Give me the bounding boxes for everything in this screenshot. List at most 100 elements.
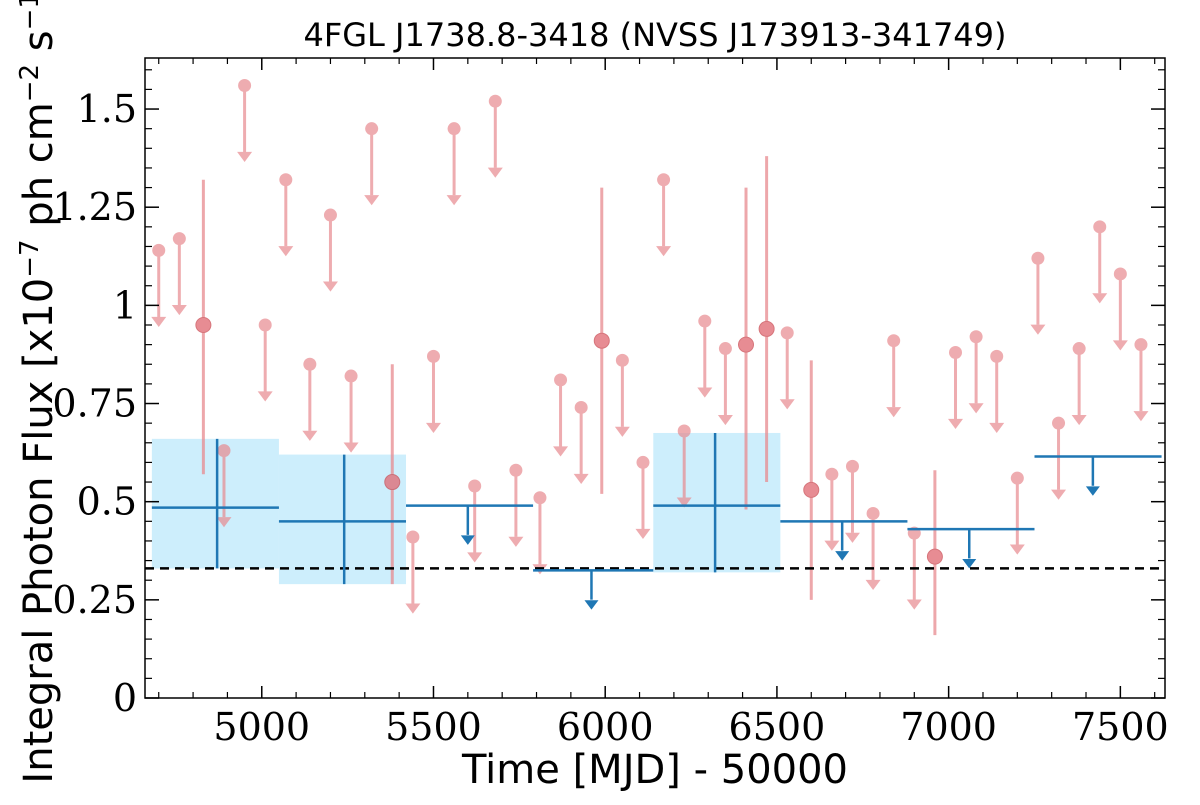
upper-limit-marker (509, 463, 523, 477)
yearly-upper-limit (1034, 455, 1162, 496)
upper-limit-marker (323, 208, 337, 222)
upper-limit-marker (488, 94, 502, 108)
monthly-upper-limit (886, 334, 902, 418)
y-tick-label: 1 (113, 283, 137, 327)
monthly-upper-limit (989, 349, 1005, 433)
plot-area (145, 78, 1165, 636)
upper-limit-marker (949, 345, 963, 359)
monthly-upper-limit (216, 444, 232, 528)
monthly-detection (926, 470, 943, 636)
upper-limit-arrowhead (635, 528, 651, 539)
monthly-upper-limit (656, 173, 672, 257)
upper-limit-arrowhead (405, 603, 421, 614)
upper-limit-marker (698, 314, 712, 328)
y-axis-label-mid1: ph cm (16, 102, 62, 239)
yearly-upper-limit (907, 527, 1035, 569)
yearly-ul-arrowhead (835, 551, 850, 561)
yearly-upper-limit (533, 569, 654, 610)
y-axis-label-main: Integral Photon Flux [x10 (16, 278, 62, 784)
upper-limit-marker (554, 373, 568, 387)
monthly-upper-limit (532, 491, 548, 575)
upper-limit-arrowhead (717, 414, 733, 426)
upper-limit-marker (152, 243, 166, 257)
upper-limit-arrowhead (865, 579, 881, 591)
upper-limit-marker (866, 506, 880, 520)
yearly-upper-limit (406, 504, 534, 545)
upper-limit-arrowhead (278, 246, 294, 257)
monthly-upper-limit (171, 232, 187, 316)
monthly-upper-limit (302, 357, 318, 441)
monthly-upper-limit (717, 342, 733, 426)
monthly-upper-limit (257, 318, 273, 402)
monthly-upper-limit (405, 530, 421, 614)
detection-marker (758, 320, 775, 337)
upper-limit-marker (636, 455, 650, 469)
yearly-ul-arrowhead (584, 600, 599, 610)
upper-limit-arrowhead (508, 536, 524, 547)
upper-limit-marker (615, 353, 629, 367)
upper-limit-arrowhead (1071, 414, 1087, 426)
detection-marker (195, 316, 212, 333)
monthly-upper-limit (676, 424, 692, 508)
yearly-ul-arrowhead (460, 535, 475, 545)
x-tick-label: 5500 (385, 705, 482, 749)
upper-limit-marker (1031, 251, 1045, 265)
upper-limit-marker (238, 78, 252, 92)
detection-marker (384, 474, 401, 491)
y-axis-label-exp2: −2 (15, 64, 45, 102)
y-axis-label: Integral Photon Flux [x10−7 ph cm−2 s−1] (15, 0, 62, 784)
upper-limit-marker (969, 330, 983, 344)
upper-limit-arrowhead (257, 391, 273, 402)
upper-limit-arrowhead (237, 151, 253, 163)
monthly-upper-limit (364, 122, 380, 206)
monthly-upper-limit (1051, 416, 1067, 500)
upper-limit-arrowhead (302, 430, 318, 441)
monthly-upper-limit (968, 330, 984, 414)
upper-limit-marker (990, 349, 1004, 363)
upper-limit-marker (1134, 338, 1148, 352)
upper-limit-arrowhead (487, 167, 503, 178)
upper-limit-marker (887, 334, 901, 348)
upper-limit-arrowhead (779, 399, 795, 410)
upper-limit-arrowhead (824, 540, 840, 551)
monthly-upper-limit (322, 208, 338, 292)
monthly-detection (195, 179, 212, 475)
upper-limit-arrowhead (1112, 340, 1128, 351)
upper-limit-arrowhead (614, 426, 630, 437)
monthly-detection (384, 364, 401, 585)
y-axis-label-exp1: −7 (15, 239, 45, 277)
upper-limit-marker (1113, 267, 1127, 281)
monthly-upper-limit (151, 243, 167, 327)
upper-limit-arrowhead (425, 422, 441, 433)
monthly-upper-limit (508, 463, 524, 547)
monthly-upper-limit (697, 314, 713, 398)
yearly-detection-band (653, 432, 781, 573)
x-tick-label: 7500 (1072, 705, 1169, 749)
monthly-upper-limit (614, 353, 630, 437)
upper-limit-arrowhead (989, 422, 1005, 433)
upper-limit-marker (1093, 220, 1107, 234)
yearly-detection (653, 432, 781, 573)
monthly-upper-limit (425, 349, 441, 433)
upper-limit-marker (172, 232, 186, 246)
yearly-detection-band (278, 454, 407, 585)
monthly-detection (593, 187, 610, 494)
upper-limit-marker (780, 326, 794, 340)
yearly-detection (151, 438, 279, 569)
upper-limit-marker (447, 122, 461, 136)
monthly-upper-limit (487, 94, 503, 178)
chart-title: 4FGL J1738.8-3418 (NVSS J173913-341749) (303, 16, 1006, 54)
monthly-upper-limit (1133, 338, 1149, 422)
axis-ticks: 5000 5500 6000 6500 7000 7500 0 0.25 0.5 0.75 1 1.2… (52, 58, 1169, 749)
y-tick-label: 0.25 (52, 578, 137, 622)
upper-limit-arrowhead (1133, 411, 1149, 422)
upper-limit-marker (1072, 342, 1086, 356)
monthly-upper-limit (635, 455, 651, 539)
monthly-upper-limit (467, 479, 483, 563)
monthly-upper-limit (446, 122, 462, 206)
upper-limit-marker (258, 318, 272, 332)
upper-limit-marker (279, 173, 293, 187)
upper-limit-marker (677, 424, 691, 438)
upper-limit-arrowhead (676, 497, 692, 508)
